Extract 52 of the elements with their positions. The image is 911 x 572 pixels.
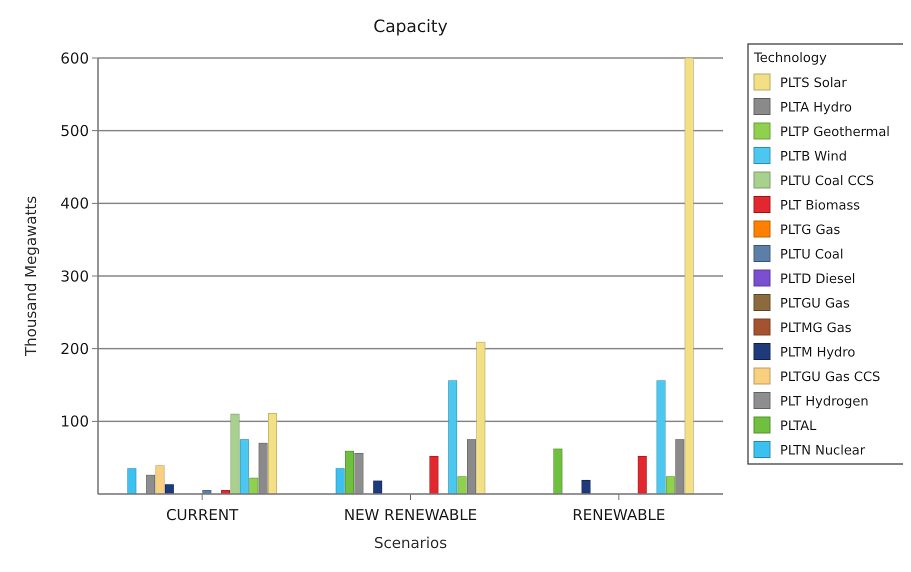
y-tick-label: 600 [60,49,89,68]
bar [429,456,438,494]
legend-label: PLT Biomass [780,198,860,214]
x-tick-label: RENEWABLE [572,506,666,524]
legend-label: PLTB Wind [780,150,847,164]
bar [230,414,240,494]
bar [638,456,647,494]
legend-label: PLTN Nuclear [780,444,866,458]
y-tick-label: 200 [60,340,89,358]
legend-label: PLTP Geothermal [780,125,890,140]
bar [127,468,136,494]
legend-label: PLTD Diesel [780,272,856,287]
bar [675,439,684,494]
bar [249,478,258,494]
y-tick-label: 100 [60,412,89,431]
bar [656,380,666,494]
bar [666,476,675,494]
legend-label: PLTG Gas [780,223,840,238]
bar [553,448,562,494]
legend-label: PLTGU Gas CCS [780,370,880,385]
bar [448,380,458,494]
y-axis-title: Thousand Megawatts [22,196,40,358]
y-tick-label: 500 [60,122,89,140]
legend-label: PLTU Coal CCS [780,174,874,189]
bar [240,439,249,494]
chart-title: Capacity [373,17,448,37]
bar [268,413,277,494]
x-tick-label: CURRENT [166,506,240,524]
bar [476,342,486,494]
bar [466,439,476,494]
legend-label: PLTMG Gas [780,321,852,336]
bar [345,450,354,494]
legend-label: PLTS Solar [780,76,848,91]
x-axis-title: Scenarios [374,534,448,552]
bar [582,480,591,494]
legend-label: PLTA Hydro [780,100,852,116]
y-tick-label: 300 [60,267,89,286]
bar [684,58,694,494]
bar [164,484,174,494]
legend-label: PLTM Hydro [780,346,856,360]
bar [155,465,164,494]
x-tick-label: NEW RENEWABLE [344,506,478,524]
legend-label: PLTAL [780,419,818,434]
bar [373,480,382,494]
bar [458,476,467,494]
legend-label: PLTU Coal [780,248,844,262]
legend-title: Technology [753,51,828,66]
legend-label: PLTGU Gas [780,296,850,312]
y-tick-label: 400 [60,194,89,213]
bar [258,442,268,494]
legend-label: PLT Hydrogen [780,394,869,410]
bar [336,468,345,494]
